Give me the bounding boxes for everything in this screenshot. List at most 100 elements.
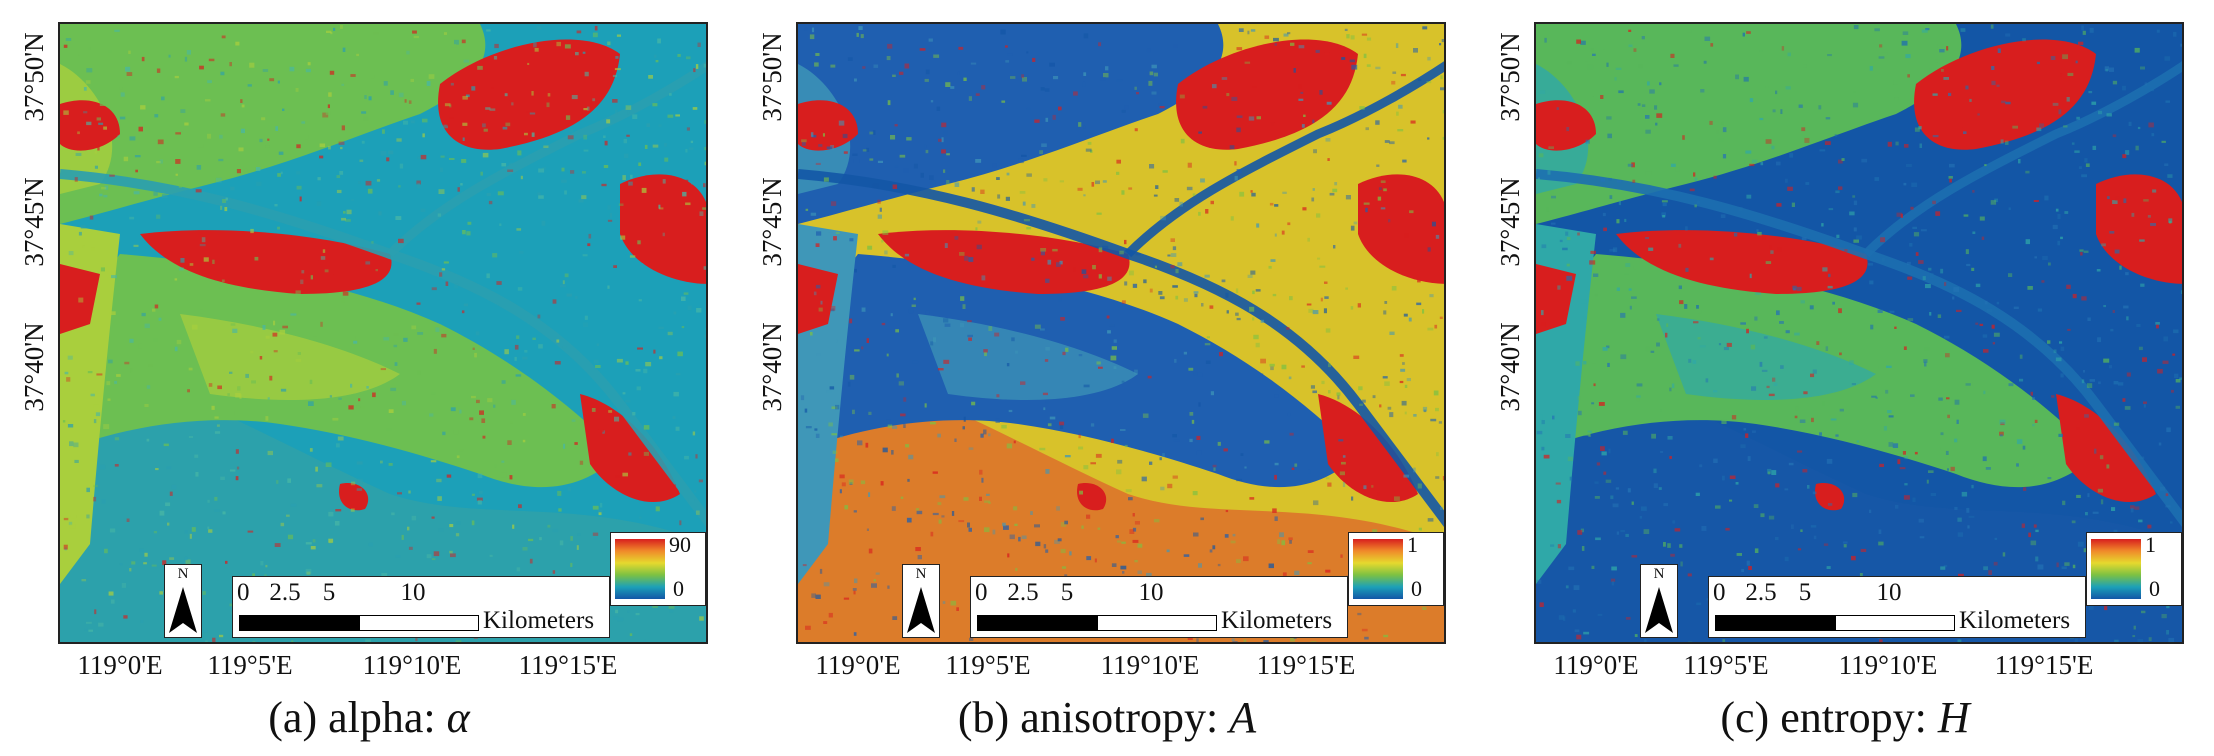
texture-speck [1696, 602, 1702, 606]
texture-speck [2060, 236, 2063, 240]
texture-speck [887, 100, 891, 106]
texture-speck [330, 31, 333, 35]
texture-speck [1585, 139, 1590, 144]
texture-speck [1117, 459, 1123, 464]
texture-speck [703, 266, 706, 270]
texture-speck [1321, 380, 1325, 385]
texture-speck [199, 244, 206, 247]
texture-speck [1784, 178, 1788, 183]
texture-speck [1810, 525, 1817, 528]
texture-speck [2132, 635, 2136, 638]
texture-speck [2175, 405, 2180, 409]
texture-speck [1954, 506, 1958, 510]
texture-speck [1294, 463, 1298, 467]
texture-speck [509, 162, 513, 165]
texture-speck [2158, 442, 2162, 446]
texture-speck [835, 339, 838, 343]
texture-speck [1312, 119, 1315, 124]
texture-speck [80, 225, 86, 229]
texture-speck [1121, 190, 1125, 195]
texture-speck [1391, 80, 1396, 85]
texture-speck [351, 198, 355, 201]
texture-speck [317, 177, 321, 181]
texture-speck [420, 154, 427, 160]
texture-speck [446, 123, 450, 126]
texture-speck [2094, 448, 2097, 454]
texture-speck [106, 381, 111, 386]
texture-speck [2035, 529, 2039, 533]
texture-speck [1418, 527, 1422, 531]
texture-speck [657, 38, 661, 44]
texture-speck [287, 478, 291, 483]
texture-speck [138, 343, 143, 349]
texture-speck [802, 564, 807, 567]
texture-speck [1787, 52, 1791, 57]
texture-speck [826, 146, 833, 150]
texture-speck [133, 244, 139, 247]
texture-speck [1096, 361, 1101, 365]
texture-speck [2081, 25, 2084, 31]
texture-speck [1953, 287, 1960, 292]
texture-speck [328, 145, 331, 150]
texture-speck [1083, 384, 1090, 388]
texture-speck [207, 133, 212, 139]
texture-speck [1828, 208, 1834, 211]
north-arrow-shape [907, 587, 935, 633]
texture-speck [685, 202, 691, 206]
texture-speck [455, 533, 460, 537]
texture-speck [1040, 248, 1047, 252]
texture-speck [1653, 468, 1657, 474]
texture-speck [151, 564, 157, 567]
texture-speck [403, 120, 409, 125]
texture-speck [1039, 150, 1043, 154]
texture-speck [178, 184, 182, 188]
texture-speck [1606, 345, 1610, 349]
latitude-label: 37°40'N [757, 322, 787, 412]
texture-speck [1776, 161, 1781, 166]
texture-speck [361, 140, 365, 144]
texture-speck [1366, 37, 1372, 41]
texture-speck [1982, 456, 1987, 462]
texture-speck [1122, 571, 1125, 574]
texture-speck [1023, 219, 1030, 222]
map-image: N 0 2.5 5 10 Kilometers 1 0 [796, 22, 1446, 644]
texture-speck [2018, 159, 2021, 164]
texture-speck [1000, 29, 1006, 35]
texture-speck [924, 403, 927, 408]
texture-speck [516, 567, 521, 572]
texture-speck [551, 404, 556, 409]
texture-speck [431, 516, 435, 519]
texture-speck [1775, 90, 1778, 95]
texture-speck [818, 144, 823, 147]
texture-speck [1005, 45, 1008, 48]
texture-speck [214, 431, 221, 434]
texture-speck [1800, 300, 1805, 304]
texture-speck [2075, 426, 2081, 431]
texture-speck [1825, 117, 1831, 120]
texture-speck [1853, 90, 1856, 94]
texture-speck [406, 50, 410, 55]
texture-speck [1288, 376, 1292, 380]
north-arrow: N [902, 564, 940, 638]
texture-speck [75, 152, 82, 156]
texture-speck [422, 133, 425, 138]
legend-max: 1 [1407, 532, 1418, 557]
texture-speck [2076, 494, 2081, 498]
texture-speck [1853, 200, 1858, 206]
texture-speck [471, 86, 476, 91]
texture-speck [1020, 381, 1026, 385]
texture-speck [144, 404, 149, 407]
texture-speck [1680, 561, 1683, 567]
texture-speck [408, 100, 412, 104]
texture-speck [1279, 532, 1284, 538]
texture-speck [2074, 150, 2080, 153]
texture-speck [1301, 124, 1305, 128]
texture-speck [1907, 74, 1910, 78]
texture-speck [673, 311, 677, 315]
texture-speck [2042, 256, 2048, 260]
texture-speck [529, 558, 533, 564]
texture-speck [681, 326, 685, 329]
texture-speck [378, 211, 382, 216]
texture-speck [395, 555, 401, 558]
texture-speck [245, 373, 249, 378]
